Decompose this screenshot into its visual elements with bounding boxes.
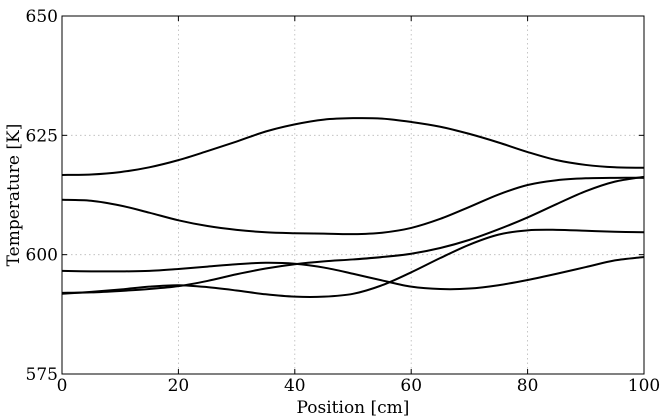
ticks: 0 20 40 60 80 100 575 600 625 650	[26, 7, 661, 396]
series-line-3	[61, 256, 645, 291]
plot-frame	[61, 15, 645, 375]
x-tick-label: 60	[400, 376, 422, 396]
y-axis-label: Temperature [K]	[4, 124, 24, 267]
y-tick-label: 575	[26, 365, 58, 385]
x-tick-label: 40	[284, 376, 306, 396]
series-line-2	[61, 176, 645, 236]
x-tick-label: 20	[168, 376, 190, 396]
y-tick-label: 650	[26, 7, 58, 27]
x-tick-label: 100	[628, 376, 660, 396]
series-line-4	[61, 228, 645, 298]
series-line-5	[61, 175, 645, 294]
x-axis-label: Position [cm]	[297, 398, 410, 418]
x-tick-label: 80	[517, 376, 539, 396]
y-tick-label: 625	[26, 126, 58, 146]
y-tick-label: 600	[26, 246, 58, 266]
series-line-1	[61, 117, 645, 176]
series-group	[61, 117, 645, 298]
grid	[62, 16, 644, 374]
x-tick-label: 0	[57, 376, 68, 396]
